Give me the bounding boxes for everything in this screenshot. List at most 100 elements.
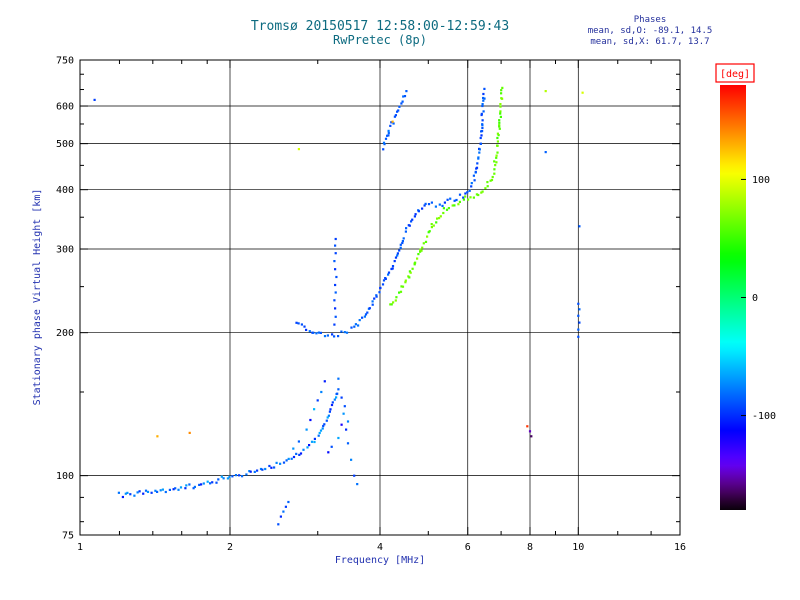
data-point: [401, 241, 404, 245]
data-point: [333, 299, 336, 302]
data-point: [384, 277, 387, 280]
data-point: [270, 466, 273, 469]
data-point: [483, 97, 486, 100]
data-point: [387, 134, 390, 137]
data-point: [302, 448, 305, 451]
y-tick-label: 300: [56, 245, 74, 256]
data-point: [161, 488, 164, 491]
data-point: [343, 331, 346, 334]
chart-title: Tromsø 20150517 12:58:00-12:59:43: [251, 19, 509, 34]
data-point: [393, 115, 396, 118]
data-point: [389, 303, 392, 306]
data-point: [477, 156, 480, 159]
data-point: [493, 172, 496, 175]
data-point: [496, 136, 499, 140]
data-point: [498, 119, 501, 122]
data-point: [421, 207, 424, 210]
data-point: [206, 480, 209, 483]
data-point: [496, 140, 499, 143]
data-point: [473, 179, 476, 182]
data-point: [462, 196, 465, 199]
data-point: [305, 428, 308, 431]
data-point: [481, 123, 484, 126]
data-point: [400, 102, 403, 105]
colorbar-tick-label: 100: [752, 175, 770, 186]
y-tick-label: 500: [56, 139, 74, 150]
data-point: [261, 468, 264, 471]
data-point: [476, 162, 479, 165]
data-point: [442, 211, 445, 215]
data-point: [430, 226, 433, 229]
data-point: [209, 482, 212, 485]
data-point: [399, 243, 402, 246]
data-point: [387, 273, 390, 276]
x-tick-label: 10: [572, 542, 584, 553]
data-point: [316, 399, 319, 402]
data-point: [335, 275, 338, 279]
data-point: [438, 217, 441, 220]
data-point: [419, 248, 422, 251]
data-point: [317, 331, 320, 334]
data-point: [394, 256, 398, 259]
data-point: [383, 143, 386, 146]
data-point: [297, 440, 300, 443]
data-point: [499, 112, 502, 115]
data-point: [319, 331, 322, 334]
data-point: [455, 198, 458, 202]
data-point: [319, 429, 323, 432]
data-point: [334, 252, 337, 255]
data-point: [334, 307, 337, 310]
data-point: [395, 296, 398, 299]
data-point: [398, 249, 401, 252]
data-point: [464, 192, 467, 195]
data-point: [245, 473, 248, 476]
data-point: [133, 494, 136, 497]
data-point: [389, 124, 392, 127]
data-point: [493, 160, 496, 163]
data-point: [334, 244, 337, 247]
data-point: [211, 481, 214, 484]
data-point: [282, 461, 286, 464]
data-point: [436, 217, 439, 220]
x-tick-label: 2: [227, 542, 233, 553]
data-point: [495, 154, 498, 157]
data-point: [495, 156, 498, 159]
data-point: [375, 295, 378, 298]
data-point: [484, 187, 487, 190]
data-point: [318, 431, 321, 435]
data-point: [480, 191, 483, 194]
data-point: [168, 488, 171, 491]
data-point: [438, 203, 441, 206]
data-point: [268, 464, 271, 468]
data-point: [142, 492, 145, 495]
data-point: [273, 466, 276, 469]
data-point: [424, 240, 428, 243]
data-point: [434, 205, 437, 208]
plot-frame: [79, 59, 681, 536]
data-point: [387, 132, 390, 135]
data-point: [200, 483, 203, 486]
data-point: [159, 489, 162, 492]
data-point: [342, 412, 345, 415]
data-point: [326, 416, 329, 419]
colorbar-tick-label: -100: [752, 411, 776, 422]
data-point: [337, 436, 340, 440]
data-point: [481, 130, 484, 133]
data-point: [241, 475, 244, 478]
data-point: [467, 198, 470, 201]
data-point: [404, 279, 407, 282]
y-tick-label: 400: [56, 185, 74, 196]
data-point: [417, 253, 420, 256]
data-point: [382, 148, 385, 151]
data-point: [413, 215, 416, 218]
data-point: [334, 283, 337, 287]
data-point: [486, 181, 489, 184]
data-point: [577, 328, 580, 331]
data-point: [366, 311, 369, 314]
data-point: [361, 316, 364, 319]
data-point: [390, 303, 393, 306]
data-point: [150, 491, 153, 494]
data-point: [397, 109, 400, 112]
data-point: [472, 196, 475, 199]
data-point: [501, 86, 504, 89]
